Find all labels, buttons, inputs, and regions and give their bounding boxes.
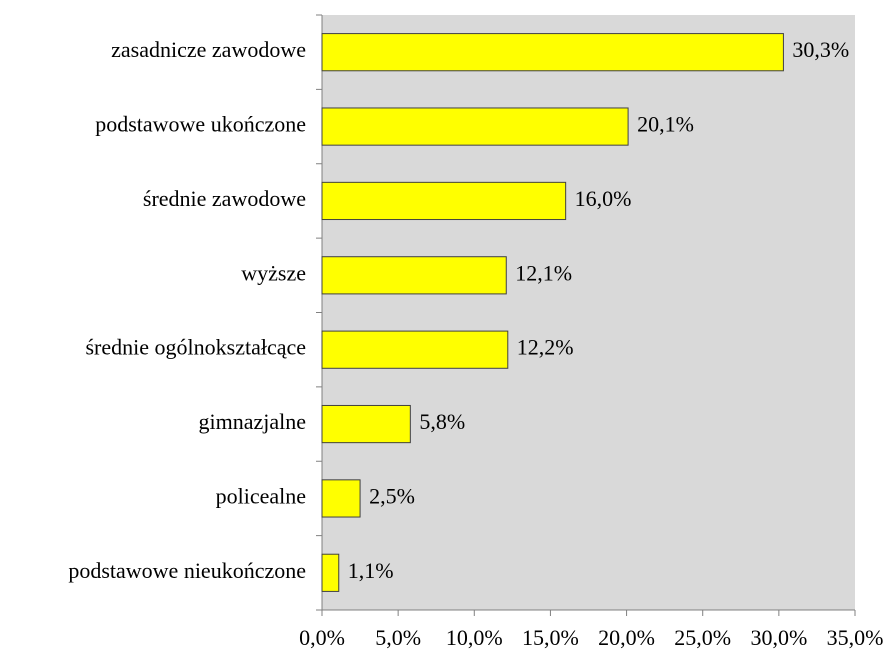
- x-tick-label: 10,0%: [446, 625, 503, 650]
- y-tick-label: średnie zawodowe: [143, 186, 306, 211]
- value-label: 2,5%: [369, 483, 415, 508]
- y-tick-label: gimnazjalne: [198, 409, 306, 434]
- bar: [321, 33, 784, 72]
- bar: [321, 404, 411, 444]
- x-tick-label: 35,0%: [827, 625, 884, 650]
- bar: [321, 553, 340, 592]
- x-tick-label: 5,0%: [375, 625, 421, 650]
- bar: [321, 107, 629, 146]
- y-tick-label: podstawowe ukończone: [95, 112, 306, 137]
- plot-area: [322, 15, 855, 610]
- y-tick-label: zasadnicze zawodowe: [111, 37, 306, 62]
- x-tick-label: 25,0%: [674, 625, 731, 650]
- bar: [321, 181, 567, 221]
- value-label: 30,3%: [792, 37, 849, 62]
- bar: [321, 256, 507, 295]
- bar: [321, 479, 361, 518]
- value-label: 20,1%: [637, 112, 694, 137]
- y-tick-label: wyższe: [241, 260, 306, 285]
- y-tick-label: podstawowe nieukończone: [68, 558, 306, 583]
- value-label: 5,8%: [419, 409, 465, 434]
- bar: [321, 330, 509, 369]
- x-tick-label: 30,0%: [750, 625, 807, 650]
- y-tick-label: policealne: [216, 483, 306, 508]
- value-label: 12,1%: [515, 260, 572, 285]
- x-tick-label: 15,0%: [522, 625, 579, 650]
- x-tick-label: 20,0%: [598, 625, 655, 650]
- value-label: 12,2%: [517, 335, 574, 360]
- value-label: 16,0%: [575, 186, 632, 211]
- value-label: 1,1%: [348, 558, 394, 583]
- y-tick-label: średnie ogólnokształcące: [85, 335, 306, 360]
- x-tick-label: 0,0%: [299, 625, 345, 650]
